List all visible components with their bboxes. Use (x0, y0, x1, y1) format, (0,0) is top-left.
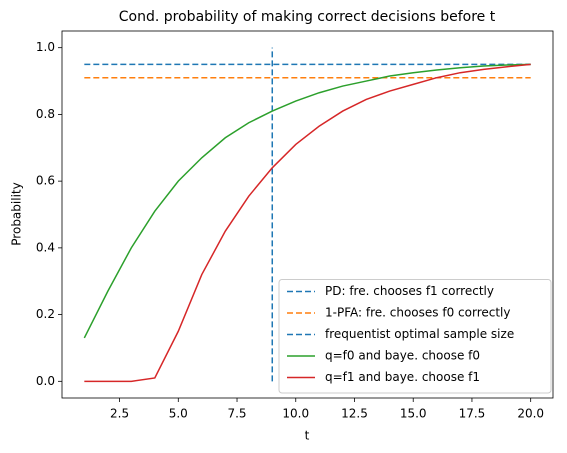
legend-label: frequentist optimal sample size (325, 327, 514, 341)
x-tick-label: 2.5 (110, 407, 129, 421)
y-tick-label: 0.8 (36, 107, 55, 121)
x-tick-label: 7.5 (227, 407, 246, 421)
x-tick-label: 17.5 (459, 407, 486, 421)
series-line (84, 63, 531, 383)
y-tick-label: 1.0 (36, 40, 55, 54)
y-tick-label: 0.4 (36, 240, 55, 254)
plot-frame (61, 30, 554, 399)
legend-label: 1-PFA: fre. chooses f0 correctly (325, 306, 510, 320)
x-tick-label: 15.0 (400, 407, 427, 421)
y-tick-label: 0.2 (36, 307, 55, 321)
legend-label: PD: fre. chooses f1 correctly (325, 284, 494, 298)
x-tick-label: 10.0 (282, 407, 309, 421)
legend-label: q=f0 and baye. choose f0 (325, 349, 480, 363)
legend-label: q=f1 and baye. choose f1 (325, 370, 480, 384)
x-tick-label: 12.5 (341, 407, 368, 421)
y-axis-label: Probability (10, 182, 24, 245)
x-tick-label: 20.0 (517, 407, 544, 421)
chart-title: Cond. probability of making correct deci… (119, 9, 496, 25)
y-tick-label: 0.6 (36, 174, 55, 188)
series-line (83, 63, 531, 339)
x-tick-label: 5.0 (169, 407, 188, 421)
x-axis-label: t (305, 429, 310, 443)
legend-box (278, 279, 552, 394)
y-tick-label: 0.0 (36, 374, 55, 388)
